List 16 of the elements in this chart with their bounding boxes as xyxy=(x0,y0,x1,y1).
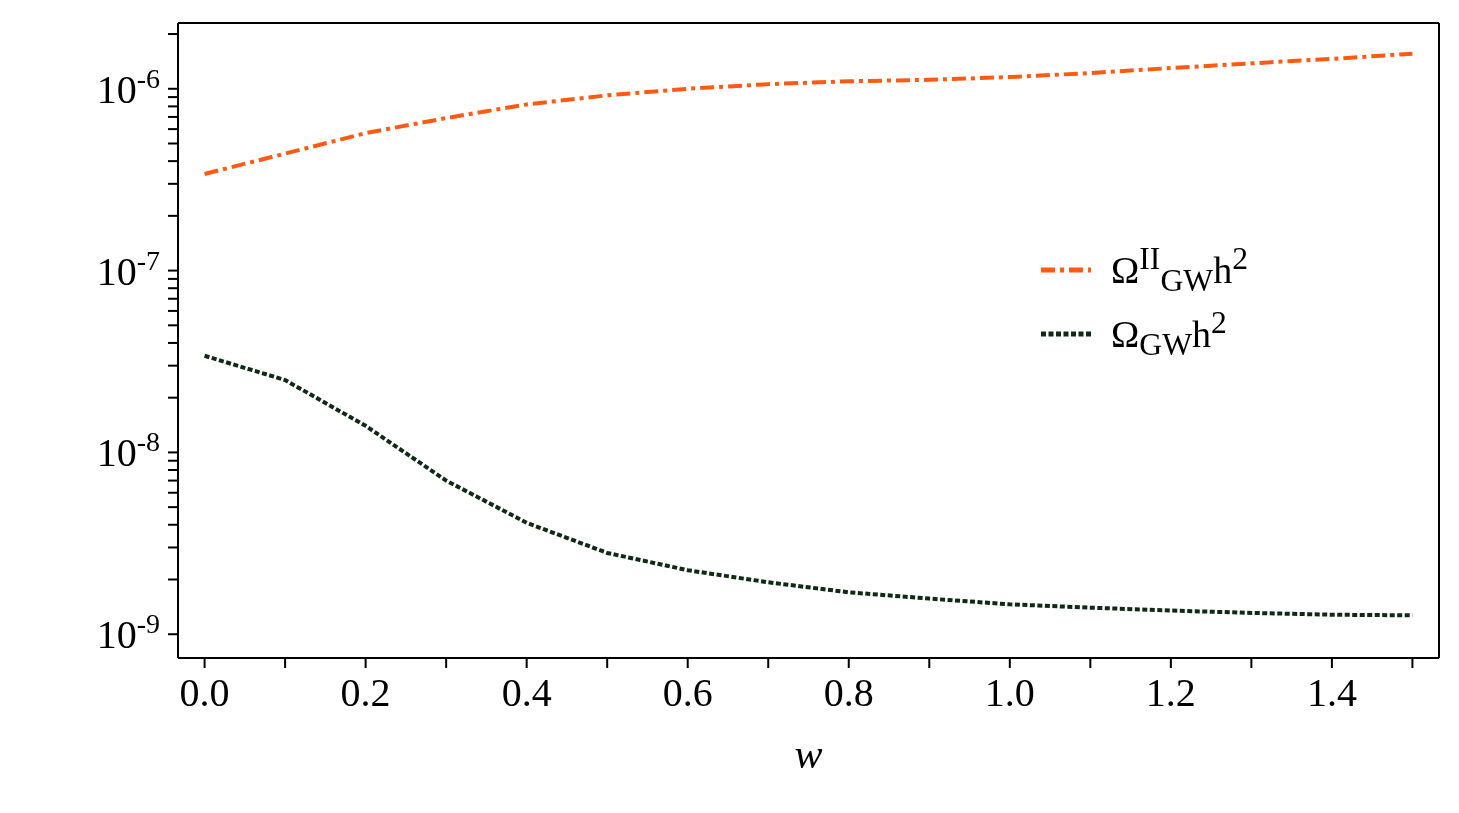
x-tick-label: 1.4 xyxy=(1306,670,1357,715)
y-tick-label: 10$^{-7}$ xyxy=(96,244,160,294)
legend-label: Ω$_{GW}$h$^{2}$ xyxy=(1111,305,1227,364)
x-tick-label: 0.4 xyxy=(501,670,552,715)
y-tick-label: 10$^{-9}$ xyxy=(96,607,160,658)
x-tick-label: 1.2 xyxy=(1145,670,1196,715)
y-tick-label: 10$^{-8}$ xyxy=(96,425,160,476)
line-series xyxy=(202,51,1415,176)
x-tick-label: 0.6 xyxy=(662,670,713,715)
x-axis-title: w xyxy=(794,731,823,777)
y-tick-label: 10$^{-6}$ xyxy=(96,62,160,112)
legend-label: Ω$^{II}$$_{GW}$h$^{2}$ xyxy=(1111,241,1248,300)
x-tick-label: 0.8 xyxy=(823,670,874,715)
x-tick-label: 1.0 xyxy=(984,670,1035,715)
x-tick-label: 0.0 xyxy=(179,670,230,715)
x-tick-label: 0.2 xyxy=(340,670,391,715)
